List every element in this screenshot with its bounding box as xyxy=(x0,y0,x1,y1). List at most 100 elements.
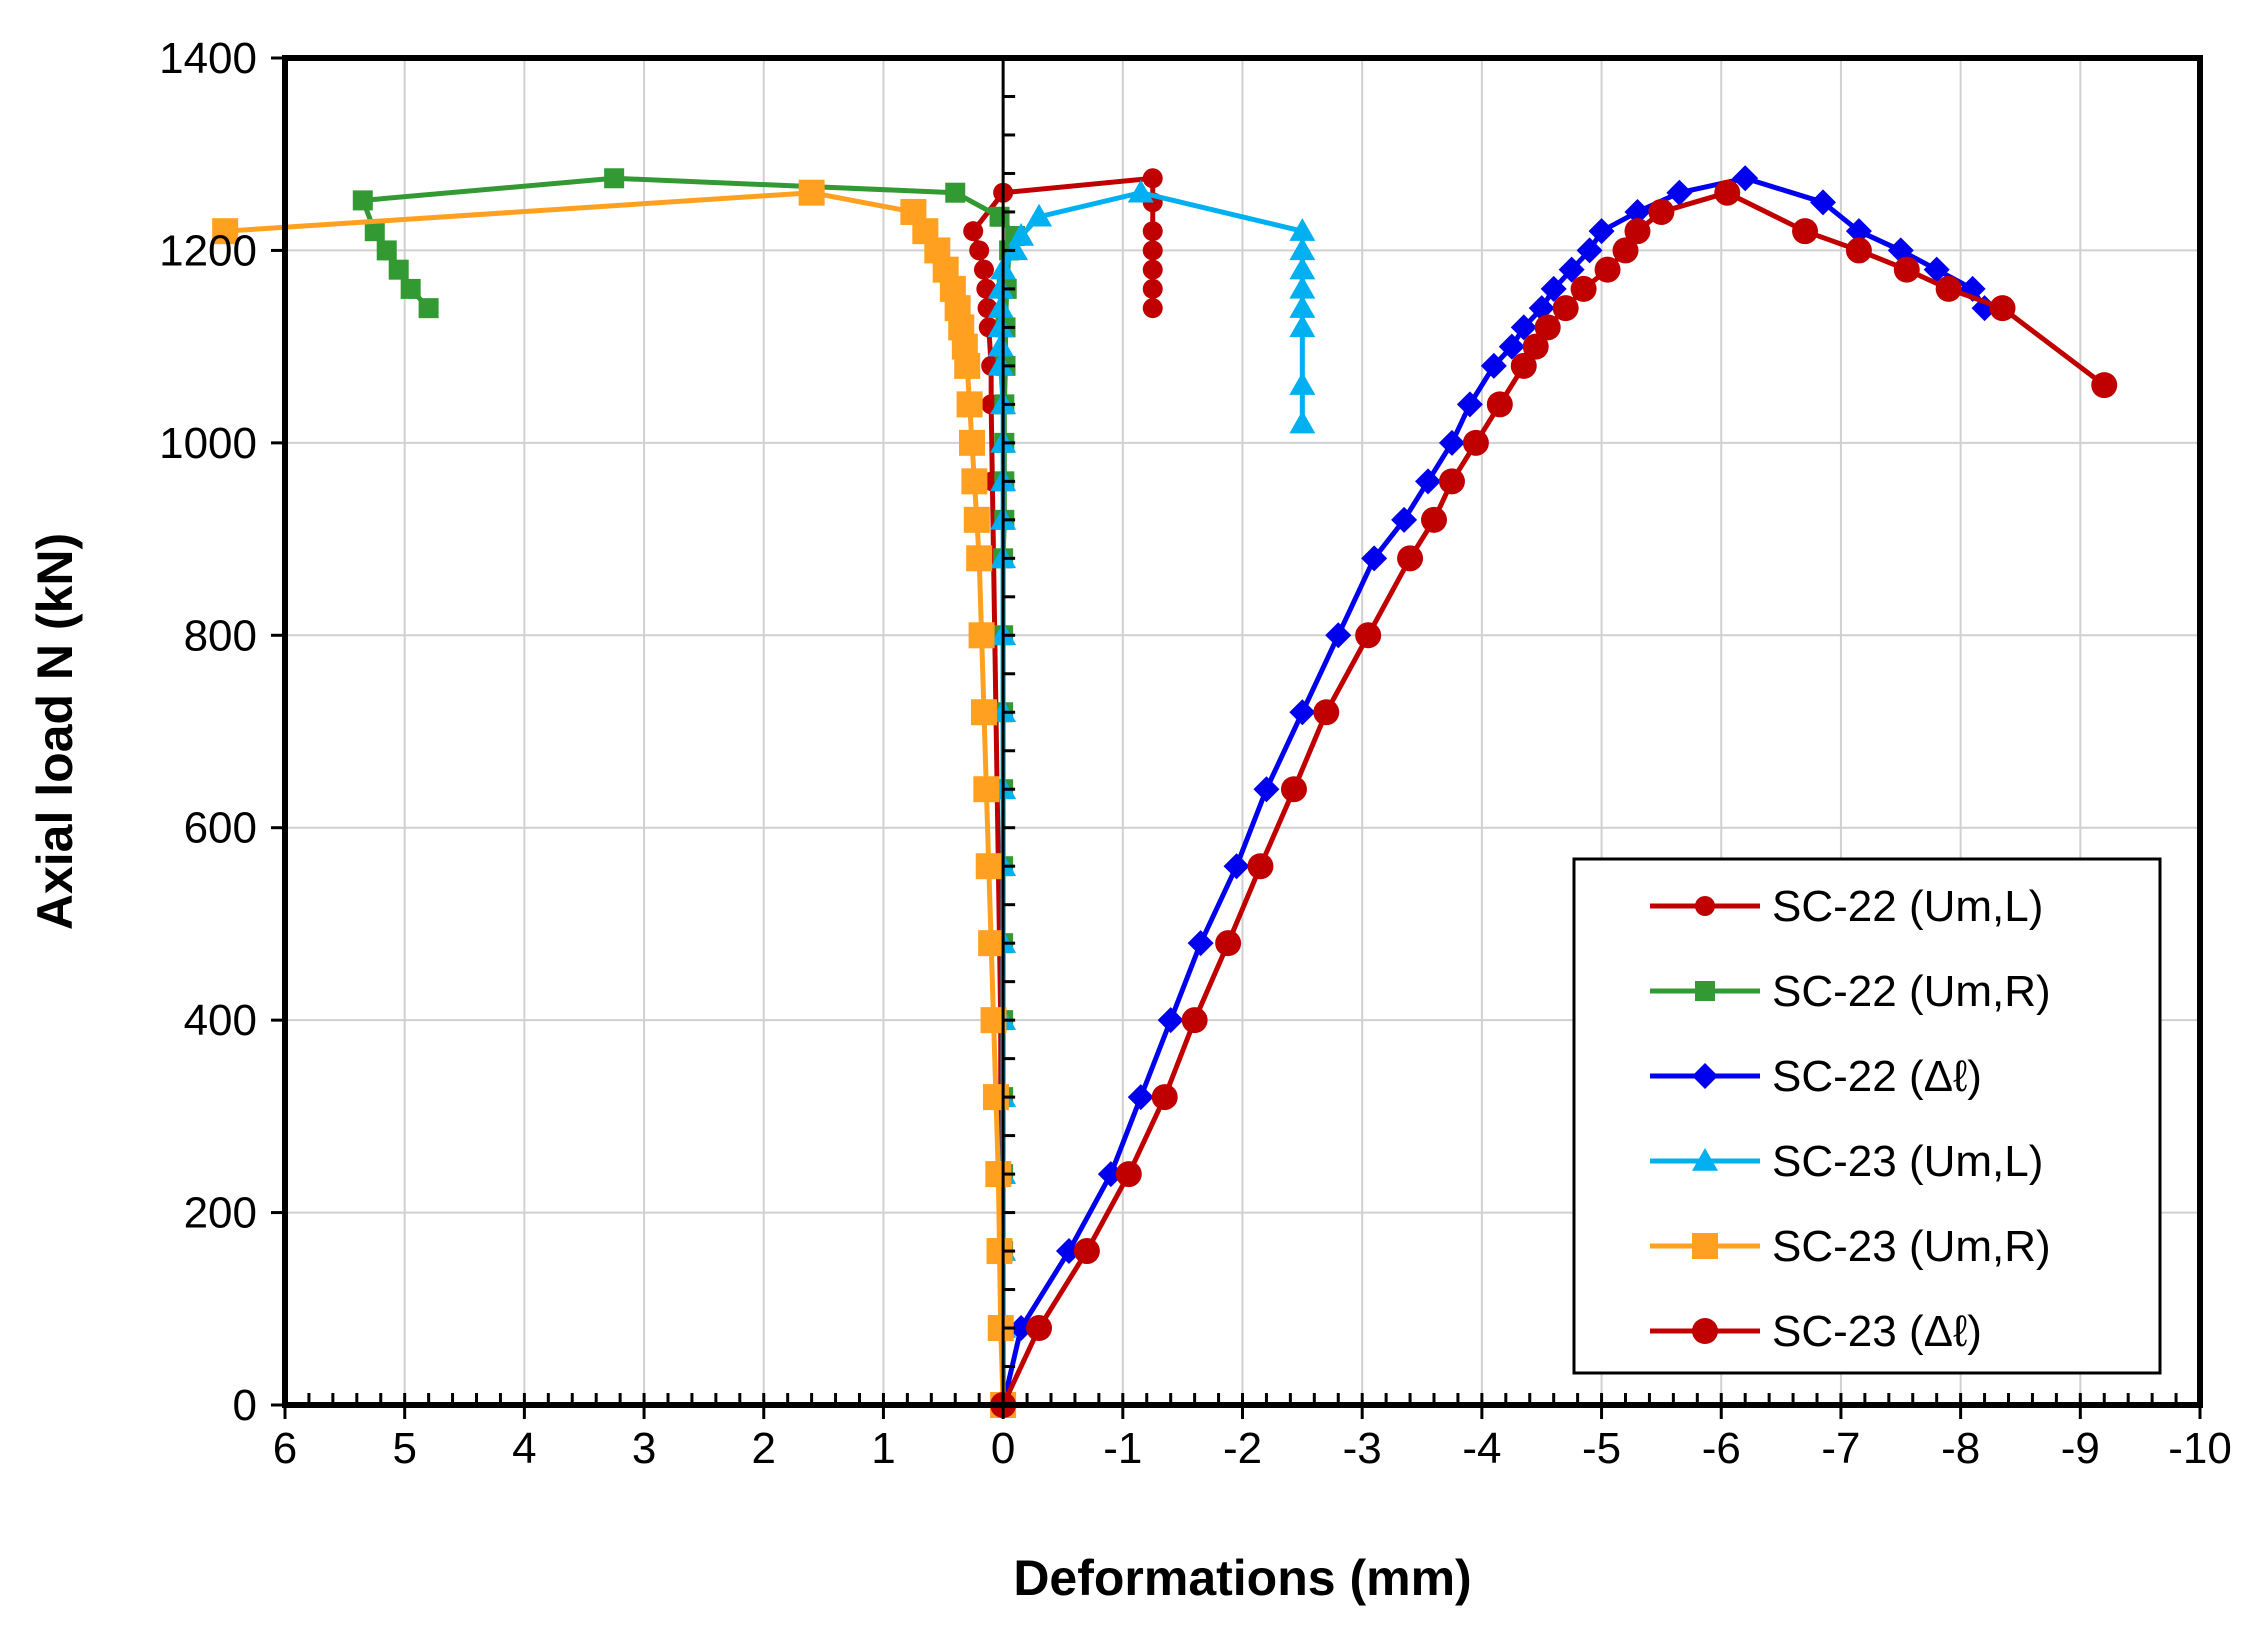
series-5-point xyxy=(1073,1238,1100,1265)
series-2-point xyxy=(1097,1161,1124,1188)
series-1-point xyxy=(352,190,373,211)
series-5-point xyxy=(1714,179,1741,206)
series-4-point xyxy=(956,391,983,418)
series-3-point xyxy=(987,333,1014,357)
series-2-point xyxy=(1540,275,1567,302)
legend-swatch-marker xyxy=(1695,981,1715,1001)
y-tick-label: 600 xyxy=(184,804,257,853)
series-2-point xyxy=(1510,314,1537,341)
series-2-point xyxy=(1415,468,1442,495)
series-5-point xyxy=(1355,622,1382,649)
series-2-point xyxy=(1253,776,1280,803)
x-tick-label: 6 xyxy=(273,1424,297,1473)
series-3-point xyxy=(987,314,1014,338)
series-4-point xyxy=(968,622,995,649)
series-4-point xyxy=(975,853,1002,880)
series-1-point xyxy=(388,259,409,280)
y-axis-title: Axial load N (kN) xyxy=(27,533,83,930)
series-3-point xyxy=(1127,179,1154,203)
x-axis-title: Deformations (mm) xyxy=(1013,1550,1471,1606)
x-tick-label: -2 xyxy=(1223,1424,1262,1473)
x-tick-label: -4 xyxy=(1462,1424,1501,1473)
series-3-point xyxy=(1289,314,1316,338)
x-tick-label: -1 xyxy=(1103,1424,1142,1473)
y-tick-label: 800 xyxy=(184,611,257,660)
series-2-point xyxy=(1361,545,1388,572)
series-3-point xyxy=(987,352,1014,376)
series-2-point xyxy=(1666,179,1693,206)
series-2-point xyxy=(1624,198,1651,225)
series-5-point xyxy=(1552,295,1579,322)
series-2-point xyxy=(1438,429,1465,456)
x-tick-label: -6 xyxy=(1702,1424,1741,1473)
y-tick-label: 1400 xyxy=(159,34,257,83)
x-tick-label: -5 xyxy=(1582,1424,1621,1473)
legend-label: SC-23 (Um,R) xyxy=(1772,1222,2051,1271)
x-tick-label: 3 xyxy=(632,1424,656,1473)
legend-swatch-marker xyxy=(1695,896,1715,916)
series-4-point xyxy=(970,699,997,726)
series-5-point xyxy=(1151,1084,1178,1111)
series-5-point xyxy=(1026,1315,1053,1342)
series-2-point xyxy=(1576,237,1603,264)
series-0-point xyxy=(963,221,984,242)
series-0-point xyxy=(1142,259,1163,280)
series-2-point xyxy=(1845,218,1872,245)
series-4 xyxy=(212,179,1017,1418)
series-5-point xyxy=(1247,853,1274,880)
series-3-point xyxy=(987,275,1014,299)
legend-swatch-marker xyxy=(1692,1233,1718,1259)
y-tick-label: 1200 xyxy=(159,226,257,275)
series-2-point xyxy=(1498,333,1525,360)
y-tick-label: 1000 xyxy=(159,419,257,468)
series-2 xyxy=(990,165,1998,1418)
legend-label: SC-23 (Δℓ) xyxy=(1772,1307,1982,1356)
series-5-point xyxy=(1438,468,1465,495)
x-tick-label: -3 xyxy=(1343,1424,1382,1473)
legend-swatch-marker xyxy=(1692,1063,1718,1089)
series-2-point xyxy=(1480,352,1507,379)
x-tick-label: 0 xyxy=(991,1424,1015,1473)
tick-labels: 6 5 4 3 2 1 0 -1 -2 -3 -4 -5 -6 -7 -8 -9 -10 0 200 400 600 80… xyxy=(159,34,2232,1473)
series-2-point xyxy=(1391,506,1418,533)
series-3-point xyxy=(1289,295,1316,318)
series-4-point xyxy=(978,930,1005,957)
series-1-point xyxy=(604,168,625,189)
series-5-line xyxy=(1000,190,2106,1407)
series-0-point xyxy=(1142,240,1163,261)
axes xyxy=(271,56,2202,1419)
series-2-point xyxy=(1157,1007,1184,1034)
series-5-point xyxy=(1280,776,1307,803)
series-4-point xyxy=(959,429,986,456)
series-0-point xyxy=(973,259,994,280)
x-tick-label: 1 xyxy=(871,1424,895,1473)
series-5-point xyxy=(1893,256,1920,283)
series-5-point xyxy=(1462,429,1489,456)
series-5-point xyxy=(1792,218,1819,245)
series-2-point xyxy=(1923,256,1950,283)
x-tick-label: -8 xyxy=(1941,1424,1980,1473)
series-3-point xyxy=(1289,410,1316,434)
y-tick-label: 200 xyxy=(184,1189,257,1238)
series-2-point xyxy=(1187,930,1214,957)
series-5-point xyxy=(1181,1007,1208,1034)
series-5-point xyxy=(1397,545,1424,572)
series-3-point xyxy=(987,295,1014,318)
series-3-point xyxy=(1289,372,1316,395)
series-3-point xyxy=(1289,256,1316,280)
x-tick-label: -9 xyxy=(2061,1424,2100,1473)
series-1-point xyxy=(376,240,397,261)
series-4-point xyxy=(963,506,990,533)
series-3-point xyxy=(1289,275,1316,299)
legend-label: SC-22 (Um,R) xyxy=(1772,967,2051,1016)
y-tick-label: 400 xyxy=(184,996,257,1045)
series-5-point xyxy=(1594,256,1621,283)
legend-swatch-marker xyxy=(1692,1148,1718,1171)
series-1-point xyxy=(364,221,385,242)
series-5-point xyxy=(2091,372,2118,399)
series-5-point xyxy=(1486,391,1513,418)
series-2-point xyxy=(1008,1315,1035,1342)
series-2-point xyxy=(1558,256,1585,283)
series-2-point xyxy=(1588,218,1615,245)
